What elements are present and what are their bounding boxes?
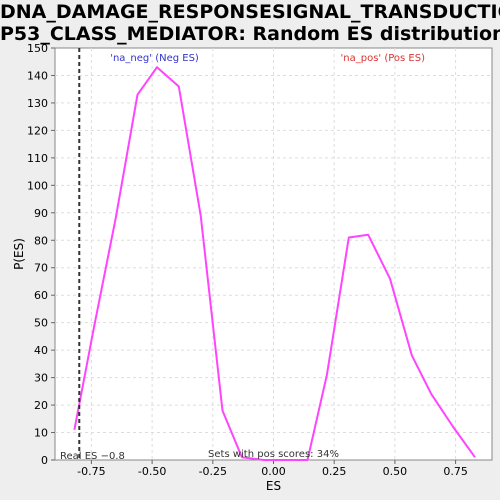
neg-es-label: 'na_neg' (Neg ES): [110, 53, 199, 64]
x-tick-label: 0.25: [322, 465, 347, 478]
y-tick-label: 70: [34, 262, 48, 275]
x-tick-label: 0.50: [383, 465, 408, 478]
real-es-label: Real ES −0.8: [60, 451, 125, 462]
y-tick-label: 10: [34, 427, 48, 440]
x-tick-label: 0.75: [443, 465, 468, 478]
pos-es-label: 'na_pos' (Pos ES): [341, 53, 426, 64]
y-tick-label: 90: [34, 207, 48, 220]
y-tick-label: 50: [34, 317, 48, 330]
y-axis-label: P(ES): [12, 238, 26, 270]
y-tick-label: 20: [34, 399, 48, 412]
y-tick-label: 130: [27, 97, 48, 110]
x-tick-label: 0.00: [261, 465, 286, 478]
y-tick-label: 140: [27, 69, 48, 82]
x-axis-label: ES: [266, 479, 281, 493]
y-tick-label: 30: [34, 372, 48, 385]
x-tick-label: -0.50: [138, 465, 166, 478]
pos-scores-footer: Sets with pos scores: 34%: [208, 449, 339, 460]
y-tick-label: 120: [27, 124, 48, 137]
x-tick-label: -0.75: [77, 465, 105, 478]
y-tick-label: 60: [34, 289, 48, 302]
x-tick-label: -0.25: [199, 465, 227, 478]
y-tick-label: 110: [27, 152, 48, 165]
y-tick-label: 100: [27, 179, 48, 192]
y-tick-label: 40: [34, 344, 48, 357]
y-tick-label: 0: [41, 454, 48, 467]
y-tick-label: 80: [34, 234, 48, 247]
y-tick-label: 150: [27, 42, 48, 55]
